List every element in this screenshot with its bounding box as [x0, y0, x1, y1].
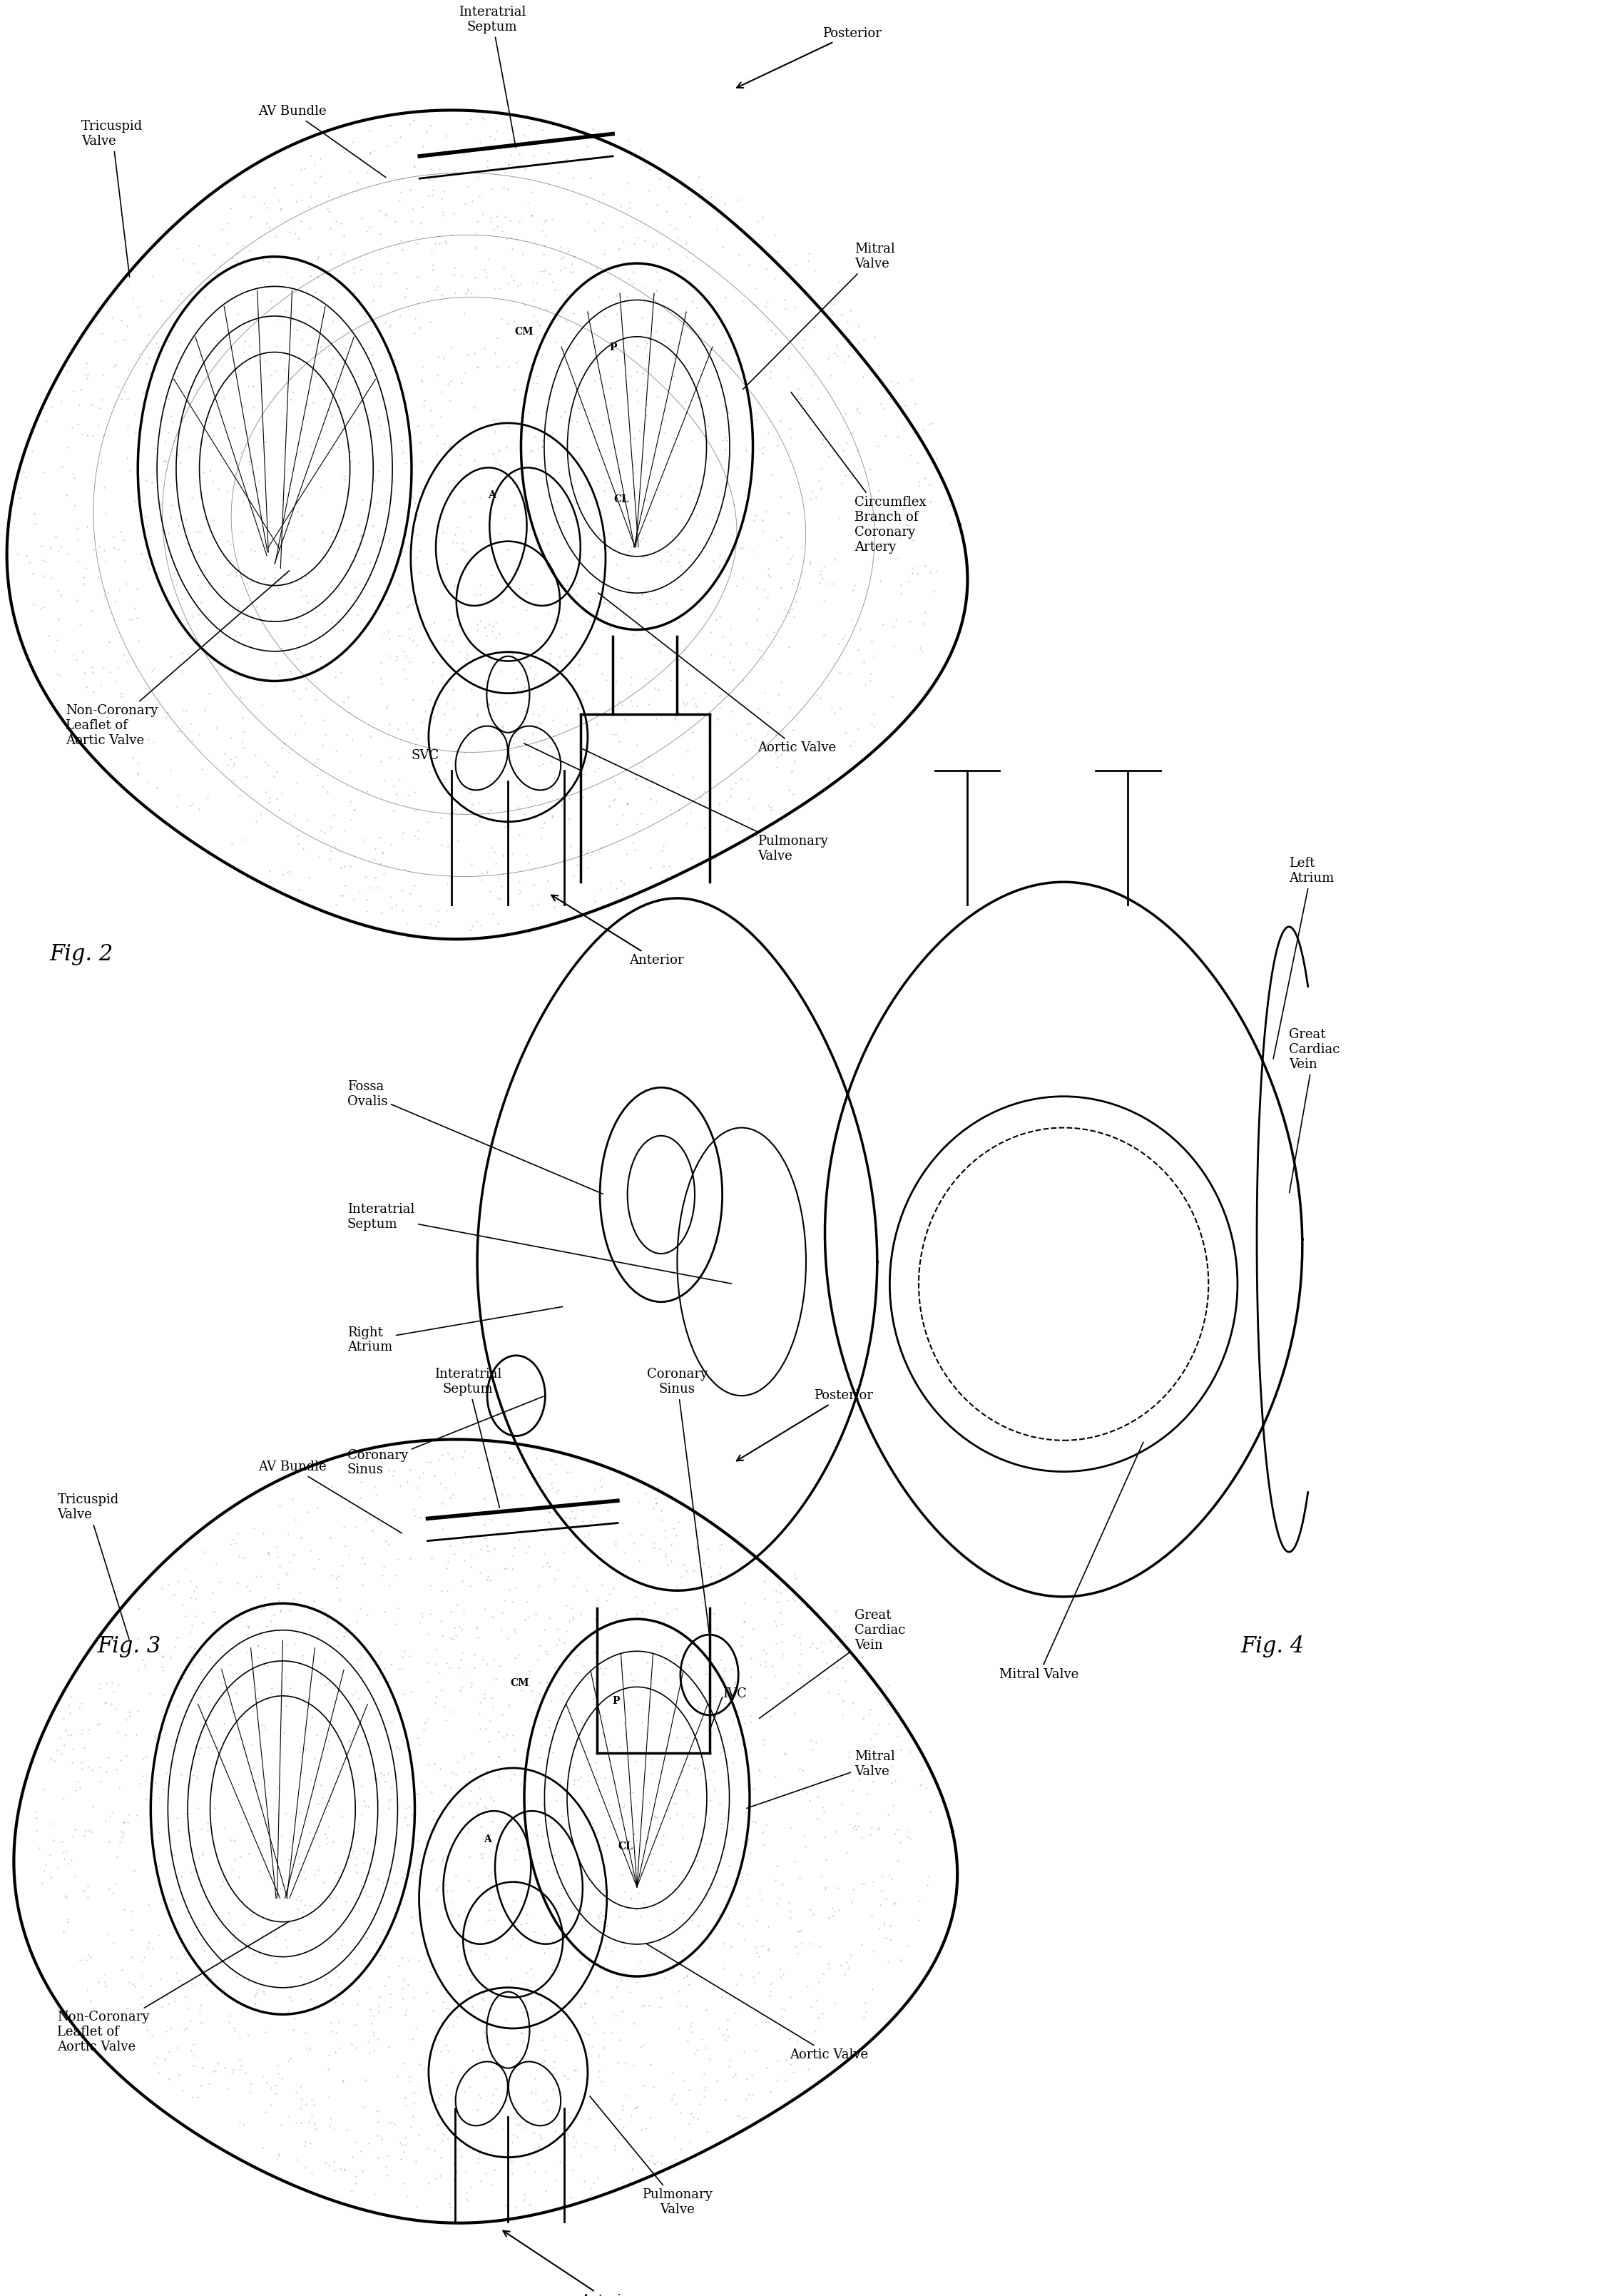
Text: Mitral Valve: Mitral Valve — [999, 1442, 1143, 1681]
Text: Circumflex
Branch of
Coronary
Artery: Circumflex Branch of Coronary Artery — [791, 393, 925, 553]
Text: Mitral
Valve: Mitral Valve — [743, 243, 895, 390]
Text: Interatrial
Septum: Interatrial Septum — [458, 5, 526, 147]
Text: Tricuspid
Valve: Tricuspid Valve — [58, 1492, 129, 1639]
Text: AV Bundle: AV Bundle — [258, 106, 385, 177]
Text: P: P — [613, 1697, 619, 1706]
Text: P: P — [609, 342, 616, 354]
Text: Interatrial
Septum: Interatrial Septum — [434, 1368, 501, 1508]
Text: CL: CL — [619, 1841, 634, 1851]
Text: Right
Atrium: Right Atrium — [347, 1306, 563, 1355]
Text: Non-Coronary
Leaflet of
Aortic Valve: Non-Coronary Leaflet of Aortic Valve — [58, 1922, 289, 2053]
Text: Pulmonary
Valve: Pulmonary Valve — [590, 2096, 713, 2216]
Text: Pulmonary
Valve: Pulmonary Valve — [582, 748, 829, 863]
Text: AV Bundle: AV Bundle — [258, 1460, 401, 1534]
Text: Fig. 4: Fig. 4 — [1241, 1635, 1304, 1658]
Text: Posterior: Posterior — [737, 1389, 874, 1460]
Text: Great
Cardiac
Vein: Great Cardiac Vein — [1290, 1029, 1340, 1192]
Text: Mitral
Valve: Mitral Valve — [746, 1750, 895, 1809]
Text: A: A — [484, 1835, 492, 1844]
Text: Tricuspid
Valve: Tricuspid Valve — [82, 119, 143, 278]
Text: Posterior: Posterior — [737, 28, 882, 87]
Text: Fig. 3: Fig. 3 — [98, 1635, 161, 1658]
Text: Left
Atrium: Left Atrium — [1273, 856, 1335, 1058]
Text: Coronary
Sinus: Coronary Sinus — [646, 1368, 709, 1632]
Text: CM: CM — [509, 1678, 529, 1688]
Text: Interatrial
Septum: Interatrial Septum — [347, 1203, 732, 1283]
Text: Aortic Valve: Aortic Valve — [646, 1945, 869, 2062]
Text: Non-Coronary
Leaflet of
Aortic Valve: Non-Coronary Leaflet of Aortic Valve — [66, 572, 289, 746]
Text: Great
Cardiac
Vein: Great Cardiac Vein — [759, 1609, 906, 1717]
Text: Anterior: Anterior — [503, 2232, 635, 2296]
Text: Fig. 2: Fig. 2 — [50, 944, 113, 964]
Text: SVC: SVC — [411, 748, 440, 762]
Text: IVC: IVC — [722, 1688, 746, 1699]
Text: Anterior: Anterior — [551, 895, 683, 967]
Text: CM: CM — [514, 326, 534, 338]
Text: Aortic Valve: Aortic Valve — [598, 592, 837, 755]
Text: A: A — [488, 489, 496, 501]
Text: CL: CL — [614, 494, 629, 505]
Text: Coronary
Sinus: Coronary Sinus — [347, 1396, 543, 1476]
Text: Fossa
Ovalis: Fossa Ovalis — [347, 1081, 603, 1194]
